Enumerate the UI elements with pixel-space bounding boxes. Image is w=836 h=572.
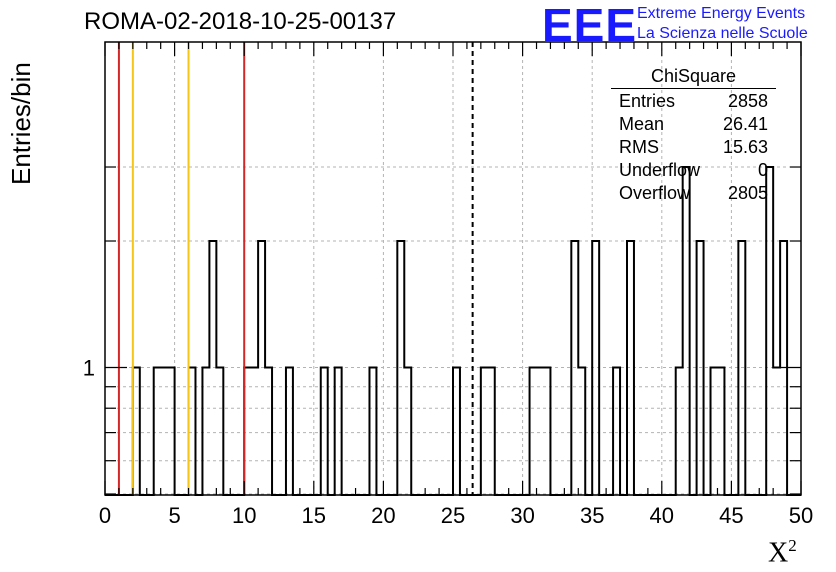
x-tick-label: 40 xyxy=(650,503,674,528)
x-tick-label: 25 xyxy=(441,503,465,528)
x-tick-label: 10 xyxy=(232,503,256,528)
stats-row-mean: Mean 26.41 xyxy=(611,113,776,136)
logo-text: Extreme Energy Events La Scienza nelle S… xyxy=(637,4,808,44)
stats-label: Entries xyxy=(619,91,676,111)
stats-label: Underflow xyxy=(619,160,701,180)
logo-text-line2: La Scienza nelle Scuole xyxy=(637,25,808,42)
stats-value: 2858 xyxy=(727,91,768,111)
x-tick-label: 35 xyxy=(580,503,604,528)
x-axis-label-superscript: 2 xyxy=(788,536,797,555)
x-tick-label: 0 xyxy=(99,503,111,528)
eee-logo: EEE xyxy=(542,0,638,51)
chart-title: ROMA-02-2018-10-25-00137 xyxy=(84,8,397,35)
stats-title: ChiSquare xyxy=(611,66,776,89)
x-axis-label: X2 xyxy=(768,536,797,569)
stats-value: 2805 xyxy=(727,183,768,203)
stats-label: RMS xyxy=(619,137,659,157)
stats-value: 0 xyxy=(757,160,768,180)
stats-row-overflow: Overflow 2805 xyxy=(611,182,776,205)
y-tick-label: 1 xyxy=(83,356,95,381)
logo-text-line1: Extreme Energy Events xyxy=(637,5,806,22)
stats-label: Overflow xyxy=(619,183,691,203)
stats-row-rms: RMS 15.63 xyxy=(611,136,776,159)
y-axis-label: Entries/bin xyxy=(6,62,36,185)
stats-row-underflow: Underflow 0 xyxy=(611,159,776,182)
x-tick-label: 15 xyxy=(302,503,326,528)
stats-value: 26.41 xyxy=(722,114,768,134)
stats-label: Mean xyxy=(619,114,665,134)
x-axis-label-main: X xyxy=(768,537,789,569)
x-tick-label: 50 xyxy=(789,503,813,528)
x-tick-label: 45 xyxy=(719,503,743,528)
x-tick-label: 30 xyxy=(510,503,534,528)
stats-box: ChiSquare Entries 2858 Mean 26.41 RMS 15.63… xyxy=(611,66,776,205)
stats-value: 15.63 xyxy=(722,137,768,157)
stats-row-entries: Entries 2858 xyxy=(611,90,776,113)
x-tick-label: 20 xyxy=(371,503,395,528)
x-tick-label: 5 xyxy=(168,503,180,528)
